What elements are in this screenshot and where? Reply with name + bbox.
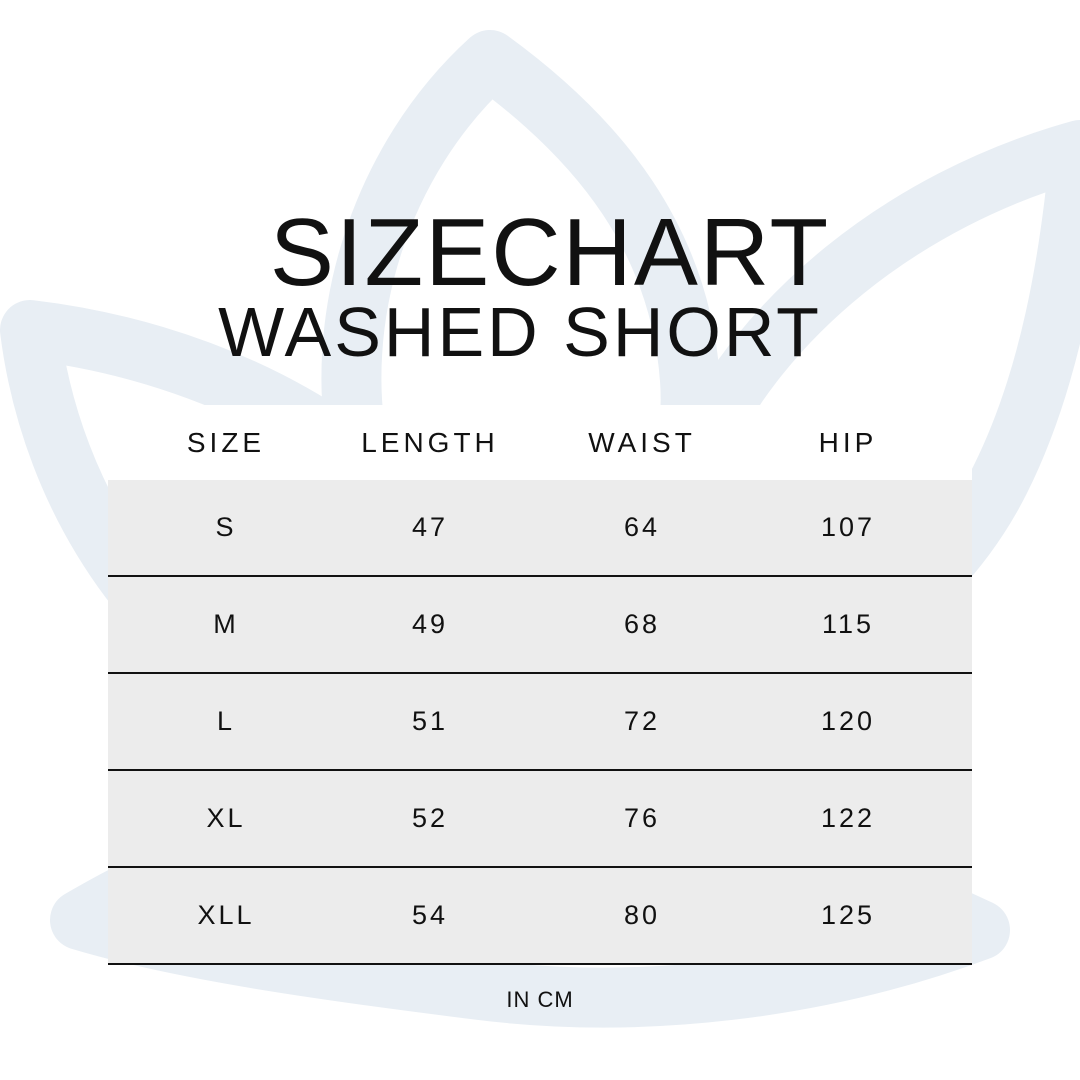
cell-length: 47 [411, 512, 449, 542]
header-length: LENGTH [361, 426, 499, 458]
cell-waist: 64 [623, 512, 661, 542]
header-waist: WAIST [588, 426, 696, 458]
table-header: SIZE LENGTH WAIST HIP [108, 405, 972, 480]
cell-length: 49 [411, 609, 449, 639]
cell-waist: 76 [623, 803, 661, 833]
table-row: XL 52 76 122 [108, 771, 972, 868]
cell-hip: 107 [820, 512, 876, 542]
table-row: S 47 64 107 [108, 480, 972, 577]
cell-size: S [215, 512, 237, 542]
cell-hip: 115 [821, 609, 875, 639]
cell-size: XLL [197, 900, 255, 930]
cell-hip: 125 [820, 900, 876, 930]
cell-length: 54 [411, 900, 449, 930]
size-table: SIZE LENGTH WAIST HIP S 47 64 107 M 49 6… [108, 405, 972, 965]
cell-size: M [213, 609, 239, 639]
table-row: XLL 54 80 125 [108, 868, 972, 965]
header-size: SIZE [186, 426, 266, 458]
header-hip: HIP [818, 426, 878, 458]
cell-hip: 122 [820, 803, 876, 833]
cell-length: 52 [411, 803, 449, 833]
table-row: M 49 68 115 [108, 577, 972, 674]
cell-length: 51 [411, 706, 449, 736]
unit-note: IN CM [506, 987, 574, 1012]
cell-hip: 120 [820, 706, 876, 736]
cell-waist: 72 [623, 706, 661, 736]
cell-waist: 68 [623, 609, 661, 639]
product-subtitle: WASHED SHORT [218, 293, 822, 371]
page-title: SIZECHART [269, 199, 831, 306]
cell-size: L [216, 706, 236, 736]
cell-waist: 80 [623, 900, 661, 930]
cell-size: XL [206, 803, 246, 833]
table-row: L 51 72 120 [108, 674, 972, 771]
